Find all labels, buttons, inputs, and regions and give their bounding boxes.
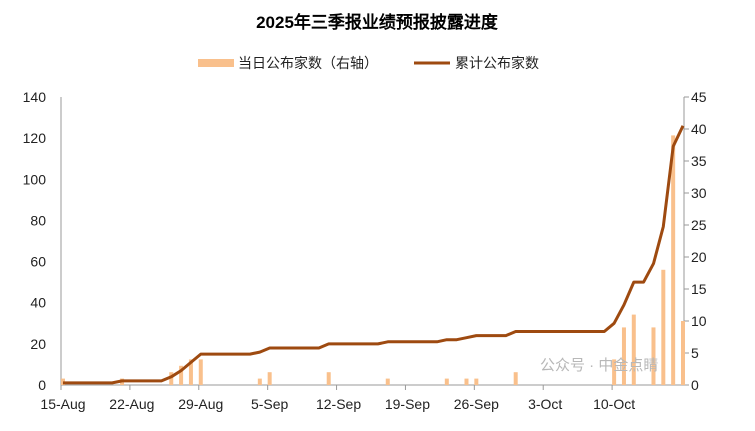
bar-4-Sep xyxy=(257,378,262,385)
legend-swatch-bar xyxy=(198,59,234,67)
y-left-tick-label: 140 xyxy=(23,89,47,105)
bar-11-Sep xyxy=(326,372,331,385)
y-right-tick-label: 10 xyxy=(691,313,707,329)
bar-17-Oct xyxy=(681,321,685,385)
bar-10-Oct xyxy=(612,359,617,385)
x-tick-label: 5-Sep xyxy=(251,396,289,412)
y-right-tick-label: 0 xyxy=(691,377,699,393)
x-tick-label: 29-Aug xyxy=(178,396,223,412)
legend-label-line: 累计公布家数 xyxy=(455,55,539,71)
y-left-tick-label: 20 xyxy=(30,336,46,352)
y-right-tick-label: 25 xyxy=(691,217,707,233)
bar-26-Sep xyxy=(474,378,479,385)
bar-14-Oct xyxy=(651,327,656,385)
y-right-tick-label: 45 xyxy=(691,89,707,105)
x-tick-label: 15-Aug xyxy=(40,396,85,412)
bar-27-Aug xyxy=(179,365,184,385)
bar-25-Sep xyxy=(464,378,469,385)
legend: 当日公布家数（右轴） 累计公布家数 xyxy=(198,55,539,71)
y-right-tick-label: 20 xyxy=(691,249,707,265)
x-tick-label: 12-Sep xyxy=(316,396,361,412)
y-left-tick-label: 80 xyxy=(30,212,46,228)
x-tick-label: 10-Oct xyxy=(593,396,635,412)
bar-28-Aug xyxy=(188,359,193,385)
y-left-tick-label: 100 xyxy=(23,171,47,187)
bar-16-Oct xyxy=(671,135,676,385)
y-left-tick-label: 40 xyxy=(30,295,46,311)
bar-15-Oct xyxy=(661,269,666,385)
bar-26-Aug xyxy=(169,372,174,385)
x-tick-label: 3-Oct xyxy=(528,396,562,412)
y-right-tick-label: 40 xyxy=(691,121,707,137)
y-left-tick-label: 120 xyxy=(23,130,47,146)
chart-title: 2025年三季报业绩预报披露进度 xyxy=(256,12,499,32)
y-left-tick-label: 60 xyxy=(30,254,46,270)
x-tick-label: 26-Sep xyxy=(454,396,499,412)
legend-label-bar: 当日公布家数（右轴） xyxy=(238,55,378,71)
watermark: 公众号 · 中金点睛 xyxy=(540,357,658,374)
x-tick-label: 22-Aug xyxy=(109,396,154,412)
cumulative-line xyxy=(63,125,685,385)
bar-5-Sep xyxy=(267,372,272,385)
bar-30-Sep xyxy=(513,372,518,385)
y-right-tick-label: 30 xyxy=(691,185,707,201)
y-right-tick-label: 15 xyxy=(691,281,707,297)
bar-12-Oct xyxy=(631,314,636,385)
bar-23-Sep xyxy=(444,378,449,385)
y-right-tick-label: 5 xyxy=(691,345,699,361)
y-right-tick-label: 35 xyxy=(691,153,707,169)
bar-17-Sep xyxy=(385,378,390,385)
x-tick-label: 19-Sep xyxy=(385,396,430,412)
bar-11-Oct xyxy=(621,327,626,385)
y-left-tick-label: 0 xyxy=(38,377,46,393)
bar-29-Aug xyxy=(198,359,203,385)
